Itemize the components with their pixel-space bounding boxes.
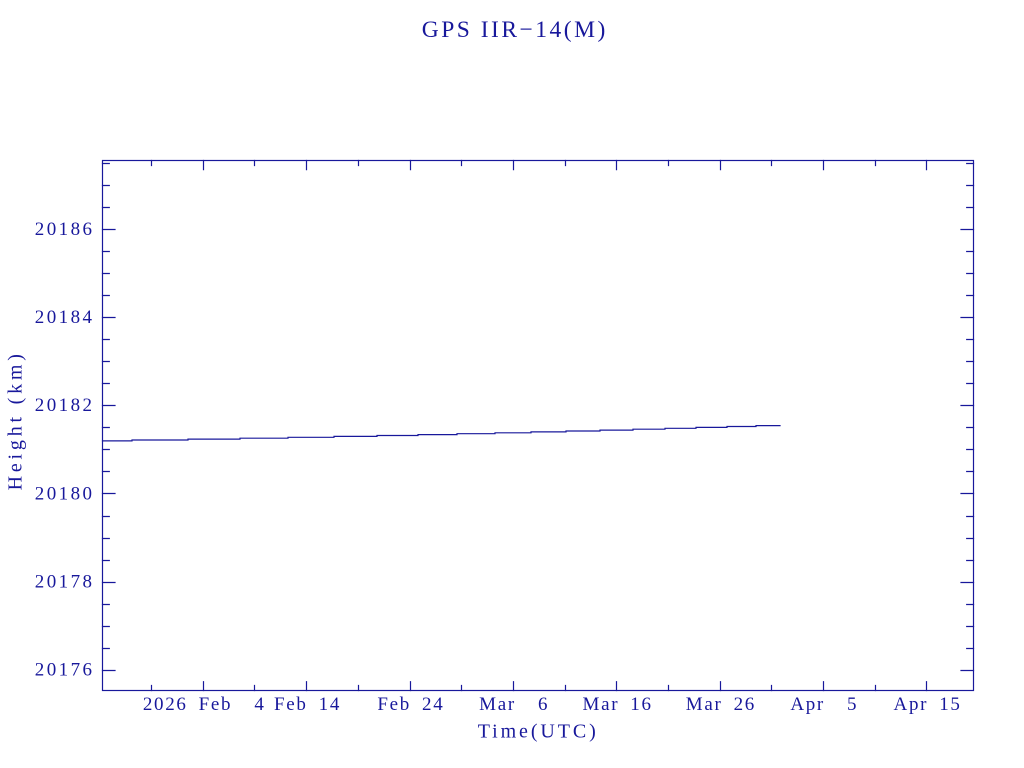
svg-text:20176: 20176	[35, 660, 95, 681]
svg-text:Height (km): Height (km)	[5, 350, 27, 490]
svg-text:20180: 20180	[35, 483, 95, 504]
svg-text:Time(UTC): Time(UTC)	[478, 720, 599, 742]
svg-text:20186: 20186	[35, 219, 95, 240]
svg-text:Mar 6: Mar 6	[479, 694, 549, 715]
svg-text:20178: 20178	[35, 572, 95, 593]
svg-text:Apr 5: Apr 5	[790, 694, 858, 715]
svg-text:Feb 14: Feb 14	[274, 694, 341, 715]
svg-text:Mar 16: Mar 16	[582, 694, 652, 715]
svg-text:Feb 24: Feb 24	[377, 694, 444, 715]
svg-text:Mar 26: Mar 26	[686, 694, 756, 715]
svg-text:20182: 20182	[35, 395, 95, 416]
svg-text:Apr 15: Apr 15	[894, 694, 962, 715]
svg-text:2026 Feb 4: 2026 Feb 4	[143, 694, 266, 715]
svg-text:GPS IIR−14(M): GPS IIR−14(M)	[422, 17, 608, 43]
svg-text:20184: 20184	[35, 307, 95, 328]
